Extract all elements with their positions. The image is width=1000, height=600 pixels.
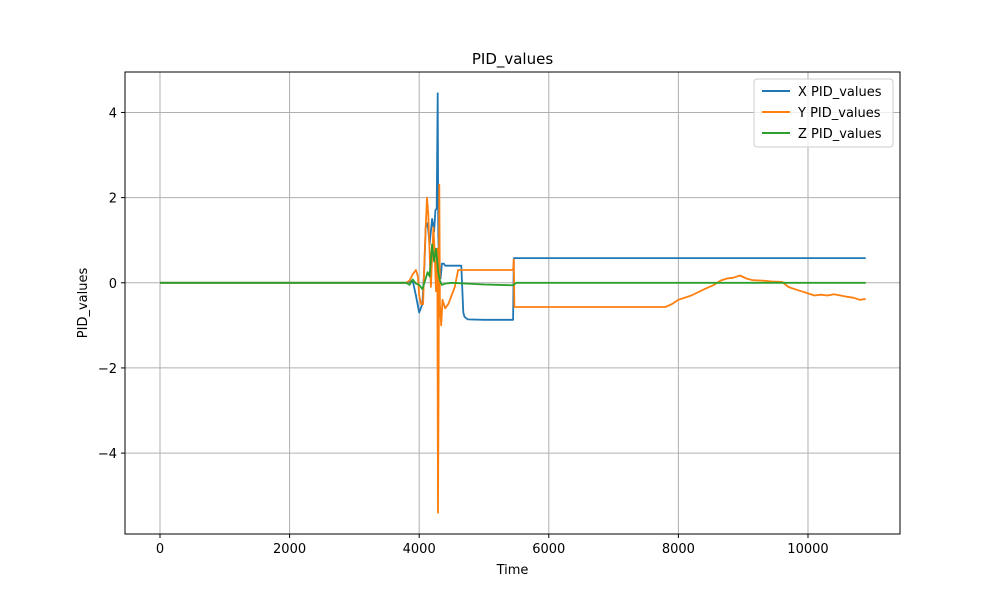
x-tick-label: 10000 bbox=[787, 542, 828, 557]
y-tick-label: −4 bbox=[98, 447, 117, 462]
chart-title: PID_values bbox=[472, 50, 553, 69]
series-layer bbox=[160, 92, 866, 514]
plot-frame bbox=[124, 71, 901, 535]
y-tick-label: −2 bbox=[98, 362, 117, 377]
y-tick-label: 0 bbox=[109, 277, 117, 292]
y-tick-label: 4 bbox=[109, 106, 117, 121]
x-tick-label: 6000 bbox=[532, 542, 565, 557]
legend-label-z: Z PID_values bbox=[798, 127, 882, 142]
x-tick-label: 0 bbox=[156, 542, 164, 557]
ticks: 0 2000 4000 6000 8000 10000 −4 −2 0 2 4 bbox=[98, 106, 829, 557]
x-tick-label: 8000 bbox=[662, 542, 695, 557]
x-tick-label: 4000 bbox=[403, 542, 436, 557]
y-axis-title: PID_values bbox=[76, 268, 91, 339]
x-axis-title: Time bbox=[496, 563, 529, 578]
y-tick-label: 2 bbox=[109, 192, 117, 207]
series-line-z bbox=[160, 243, 866, 291]
legend-label-y: Y PID_values bbox=[797, 106, 881, 121]
x-tick-label: 2000 bbox=[273, 542, 306, 557]
series-line-y bbox=[160, 183, 866, 514]
legend-label-x: X PID_values bbox=[798, 85, 882, 100]
legend-frame bbox=[753, 78, 894, 148]
legend: X PID_values Y PID_values Z PID_values bbox=[753, 78, 894, 148]
